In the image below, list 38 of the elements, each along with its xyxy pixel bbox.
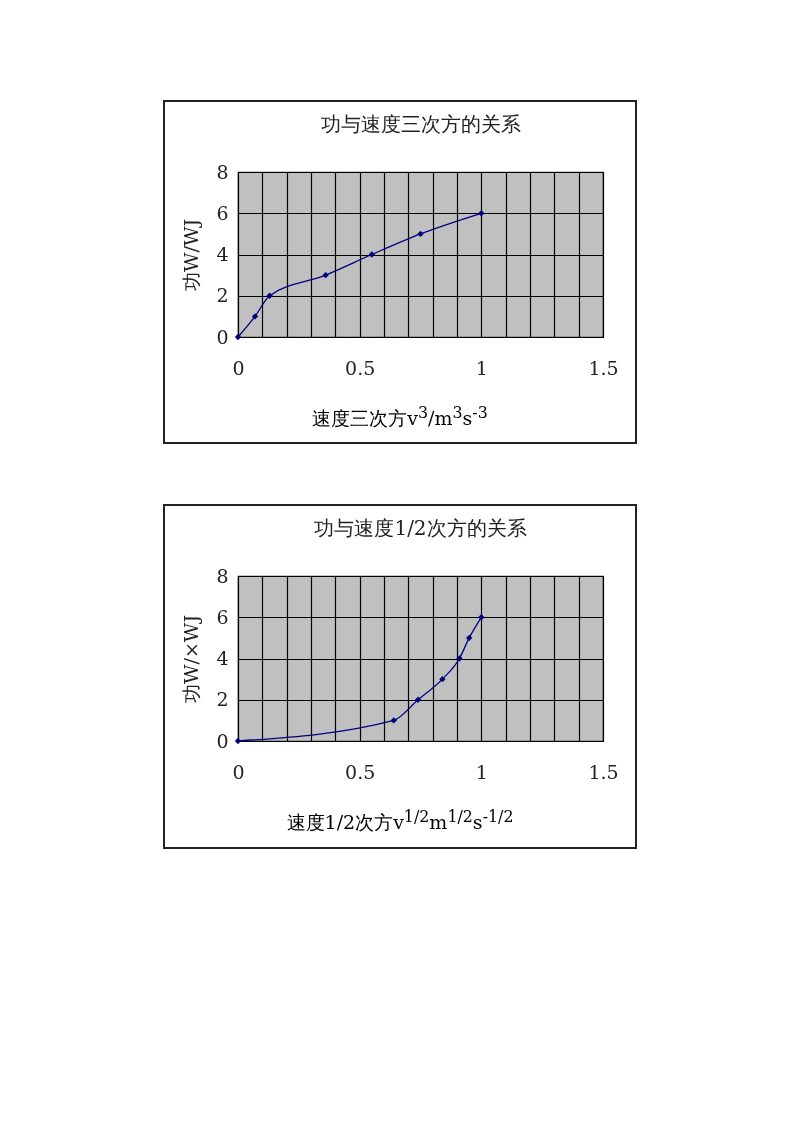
x-tick-label: 1: [475, 356, 488, 379]
y-tick-label: 0: [215, 729, 228, 752]
point: [265, 292, 273, 299]
x-axis-title: 速度三次方v$^{3}$/m$^{3}$s$^{-3}$: [311, 403, 489, 432]
y-tick-label: 0: [215, 325, 228, 348]
point: [390, 717, 397, 724]
point: [465, 635, 472, 642]
y-tick-label: 8: [215, 160, 228, 183]
point: [234, 333, 241, 341]
x-tick-label: 1.5: [587, 760, 619, 783]
y-axis-title: 功W/×WJ: [179, 615, 202, 704]
y-tick-label: 8: [215, 564, 228, 587]
x-tick-label: 0.5: [344, 760, 375, 783]
y-tick-label: 4: [215, 243, 228, 265]
point: [234, 738, 241, 745]
chart-title: 功与速度三次方的关系: [320, 112, 520, 136]
x-tick-label: 1.5: [587, 356, 619, 379]
y-tick-label: 4: [215, 647, 228, 670]
point: [477, 614, 484, 621]
x-tick-label: 1: [475, 760, 488, 783]
x-tick-label: 0.5: [344, 356, 375, 379]
y-tick-label: 6: [215, 606, 228, 629]
point: [414, 696, 421, 704]
y-tick-label: 6: [215, 201, 228, 224]
point: [455, 655, 463, 662]
x-tick-label: 0: [231, 356, 245, 379]
y-tick-label: 2: [215, 284, 228, 307]
point: [416, 230, 424, 238]
y-axis-title: 功W/WJ: [179, 218, 202, 292]
y-tick-label: 2: [215, 688, 228, 711]
x-tick-label: 0: [231, 760, 245, 783]
point: [477, 210, 484, 217]
point: [438, 676, 446, 683]
point: [251, 313, 258, 320]
point: [321, 271, 329, 279]
x-axis-title: 速度1/2次方v$^{1/2}$m$^{1/2}$s$^{-1/2}$: [285, 807, 515, 836]
point: [368, 251, 375, 258]
chart-title: 功与速度1/2次方的关系: [313, 516, 527, 541]
